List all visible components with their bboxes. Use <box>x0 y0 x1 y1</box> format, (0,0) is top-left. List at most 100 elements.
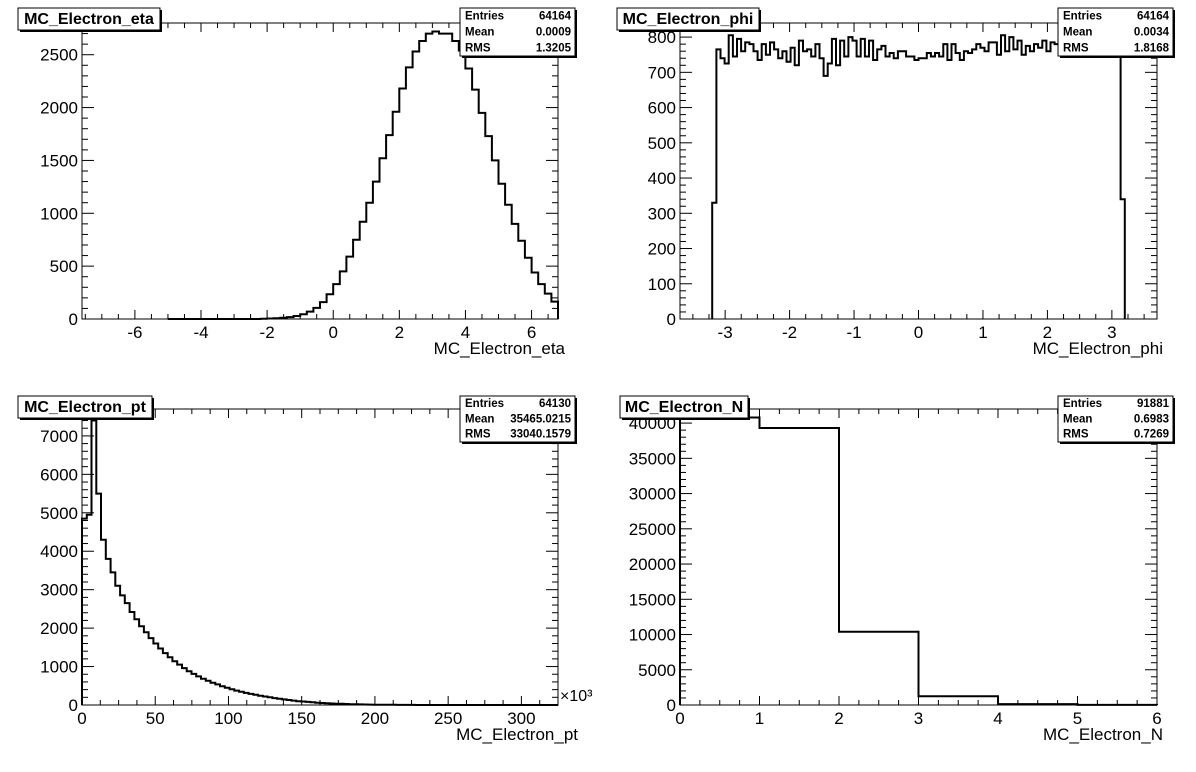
y-tick-label: 2000 <box>40 619 78 638</box>
x-tick-label: 100 <box>214 709 242 728</box>
x-tick-label: 2 <box>834 709 843 728</box>
x-tick-label: -6 <box>127 323 142 342</box>
y-tick-label: 5000 <box>638 661 676 680</box>
y-tick-label: 1000 <box>40 658 78 677</box>
stats-key: Entries <box>465 11 504 23</box>
y-tick-label: 7000 <box>40 427 78 446</box>
x-axis-label: MC_Electron_pt <box>456 725 578 744</box>
x-tick-label: 3 <box>914 709 923 728</box>
x-tick-label: 1 <box>755 709 764 728</box>
stats-value: 64130 <box>539 398 571 410</box>
stats-key: RMS <box>465 429 491 441</box>
chart-title: MC_Electron_pt <box>24 399 146 416</box>
stats-key: Entries <box>1063 11 1102 23</box>
plot-frame <box>81 22 559 320</box>
stats-value: 1.8168 <box>1134 43 1170 55</box>
histogram-line <box>167 30 559 320</box>
x-tick-label: -1 <box>846 323 861 342</box>
y-tick-label: 20000 <box>629 555 676 574</box>
x-tick-label: 200 <box>361 709 389 728</box>
stats-value: 64164 <box>1137 11 1170 23</box>
histogram-line <box>679 416 1158 706</box>
x-tick-label: 3 <box>1107 323 1116 342</box>
y-tick-label: 0 <box>667 310 676 329</box>
y-tick-label: 1500 <box>40 151 78 170</box>
y-tick-label: 700 <box>648 63 676 82</box>
stats-value: 1.3205 <box>536 43 572 55</box>
x-axis-multiplier: ×10³ <box>560 688 593 705</box>
histogram-line <box>711 34 1126 319</box>
stats-value: 35465.0215 <box>510 413 571 425</box>
y-tick-label: 0 <box>667 696 676 715</box>
y-tick-label: 600 <box>648 99 676 118</box>
chart-title: MC_Electron_phi <box>623 11 754 28</box>
y-tick-label: 10000 <box>629 626 676 645</box>
x-axis-label: MC_Electron_phi <box>1033 339 1163 358</box>
y-tick-label: 2000 <box>40 99 78 118</box>
x-tick-label: 2 <box>1043 323 1052 342</box>
x-tick-label: -3 <box>718 323 733 342</box>
y-tick-label: 400 <box>648 169 676 188</box>
histogram-pad-1: -6 -4 -2 0 2 4 6 0 500 1000 1500 2000 2500 MC_Electro… <box>17 7 577 358</box>
stats-key: Entries <box>465 398 504 410</box>
stats-value: 0.0009 <box>536 27 571 39</box>
y-tick-label: 3000 <box>40 581 78 600</box>
y-tick-label: 4000 <box>40 542 78 561</box>
stats-box <box>459 395 576 443</box>
stats-key: RMS <box>1063 43 1089 55</box>
x-tick-label: 1 <box>978 323 987 342</box>
stats-value: 0.6983 <box>1134 413 1169 425</box>
y-tick-label: 300 <box>648 204 676 223</box>
stats-box <box>459 7 576 57</box>
y-tick-label: 5000 <box>40 504 78 523</box>
x-tick-label: 5 <box>1073 709 1082 728</box>
chart-title: MC_Electron_N <box>625 399 743 416</box>
y-tick-label: 6000 <box>40 465 78 484</box>
y-tick-label: 1000 <box>40 204 78 223</box>
stats-key: Mean <box>465 413 494 425</box>
title-box <box>17 395 153 419</box>
x-tick-label: 150 <box>288 709 316 728</box>
y-tick-label: 0 <box>69 696 78 715</box>
histogram-pad-4: 0 1 2 3 4 5 6 0 5000 10000 15000 20000 25000 30000 350… <box>619 395 1175 744</box>
y-tick-label: 15000 <box>629 590 676 609</box>
x-tick-label: -4 <box>193 323 208 342</box>
x-tick-label: 0 <box>675 709 684 728</box>
stats-key: Mean <box>1063 413 1092 425</box>
x-tick-label: 0 <box>77 709 86 728</box>
y-tick-label: 2500 <box>40 46 78 65</box>
title-box <box>619 395 749 419</box>
histogram-pad-2: -3 -2 -1 0 1 2 30100200300400500600700800MC_El… <box>616 7 1175 358</box>
x-tick-label: 300 <box>507 709 535 728</box>
x-axis-label: MC_Electron_N <box>1043 725 1163 744</box>
plot-frame <box>81 408 559 706</box>
stats-value: 91881 <box>1137 398 1170 410</box>
stats-key: Entries <box>1063 398 1102 410</box>
y-tick-label: 800 <box>648 28 676 47</box>
x-tick-label: -2 <box>260 323 275 342</box>
x-axis-label: MC_Electron_eta <box>434 339 566 358</box>
chart-title: MC_Electron_eta <box>24 11 154 28</box>
x-tick-label: 50 <box>146 709 165 728</box>
x-tick-label: 4 <box>461 323 470 342</box>
stats-value: 64164 <box>539 11 572 23</box>
stats-key: RMS <box>1063 429 1089 441</box>
x-tick-label: -2 <box>782 323 797 342</box>
x-tick-label: 250 <box>434 709 462 728</box>
histogram-line <box>81 419 558 706</box>
x-tick-label: 0 <box>914 323 923 342</box>
title-box <box>17 7 161 31</box>
y-tick-label: 35000 <box>629 449 676 468</box>
x-tick-label: 4 <box>993 709 1002 728</box>
x-tick-label: 2 <box>395 323 404 342</box>
y-tick-label: 25000 <box>629 520 676 539</box>
y-tick-label: 0 <box>69 310 78 329</box>
x-tick-label: 6 <box>1152 709 1161 728</box>
stats-key: Mean <box>1063 27 1092 39</box>
stats-key: Mean <box>465 27 494 39</box>
histogram-pad-3: 0 50 100 150 200 250 3000100020003000400050006… <box>17 395 593 744</box>
stats-value: 0.0034 <box>1134 27 1170 39</box>
y-tick-label: 500 <box>648 134 676 153</box>
stats-value: 33040.1579 <box>510 429 571 441</box>
